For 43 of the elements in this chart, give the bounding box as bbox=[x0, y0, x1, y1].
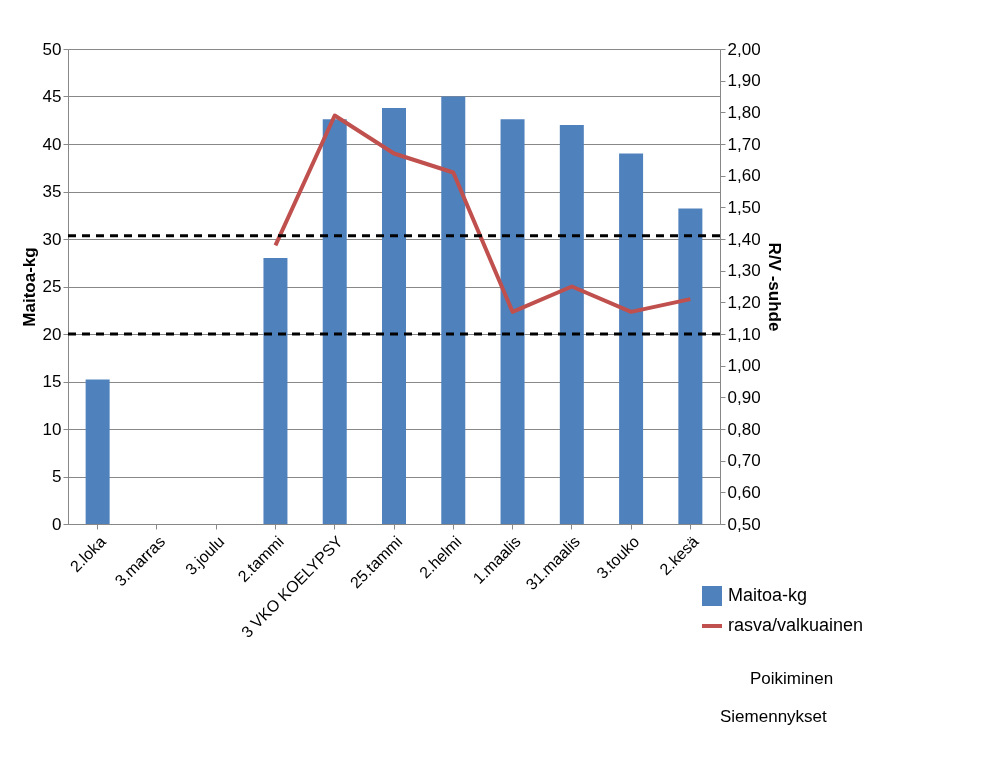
y2-tick-label: 2,00 bbox=[727, 39, 761, 59]
bar bbox=[441, 96, 466, 524]
y2-tick-label: 0,70 bbox=[727, 451, 761, 471]
y2-tick-label: 1,60 bbox=[727, 166, 761, 186]
bar bbox=[678, 208, 703, 524]
y-tick-label: 15 bbox=[42, 372, 62, 391]
y2-tick-label: 0,60 bbox=[727, 482, 761, 502]
y-tick-label: 0 bbox=[52, 514, 62, 534]
y2-tick-label: 1,30 bbox=[727, 261, 761, 281]
text: Poikiminen bbox=[750, 669, 834, 688]
y-tick-label: 30 bbox=[42, 229, 62, 249]
y2-tick-label: 0,80 bbox=[727, 419, 761, 439]
bar bbox=[619, 153, 644, 524]
y-tick-label: 25 bbox=[42, 277, 62, 296]
y2-tick-label: 1,20 bbox=[727, 292, 761, 312]
y2-tick-label: 1,00 bbox=[727, 356, 761, 376]
bar bbox=[263, 258, 288, 524]
line-series bbox=[273, 113, 693, 314]
y2-tick-label: 1,90 bbox=[727, 71, 761, 91]
y-tick-label: 40 bbox=[42, 134, 62, 154]
text: Siemennykset bbox=[720, 707, 828, 726]
y2-tick-label: 1,40 bbox=[727, 229, 761, 249]
bar bbox=[500, 119, 525, 524]
y-tick-label: 50 bbox=[42, 39, 62, 59]
bar bbox=[322, 119, 347, 524]
y-tick-label: 35 bbox=[42, 182, 62, 201]
y2-axis-title: R/V -suhde bbox=[764, 242, 784, 332]
y2-tick-label: 1,10 bbox=[727, 324, 761, 344]
y-tick-label: 5 bbox=[52, 467, 62, 486]
bar bbox=[559, 125, 584, 524]
y-axis-title: Maitoa-kg bbox=[19, 247, 39, 327]
legend-label: Maitoa-kg bbox=[728, 585, 808, 605]
y2-tick-label: 1,80 bbox=[727, 102, 761, 122]
y-tick-label: 10 bbox=[42, 419, 62, 439]
y2-tick-label: 1,50 bbox=[727, 197, 761, 217]
legend-label: rasva/valkuainen bbox=[728, 615, 864, 635]
y2-tick-label: 1,70 bbox=[727, 134, 761, 154]
y-tick-label: 45 bbox=[42, 87, 62, 106]
y2-tick-label: 0,90 bbox=[727, 387, 761, 407]
y-tick-label: 20 bbox=[42, 324, 62, 344]
bar bbox=[382, 107, 406, 524]
bar bbox=[85, 379, 110, 524]
y2-tick-label: 0,50 bbox=[727, 514, 761, 534]
